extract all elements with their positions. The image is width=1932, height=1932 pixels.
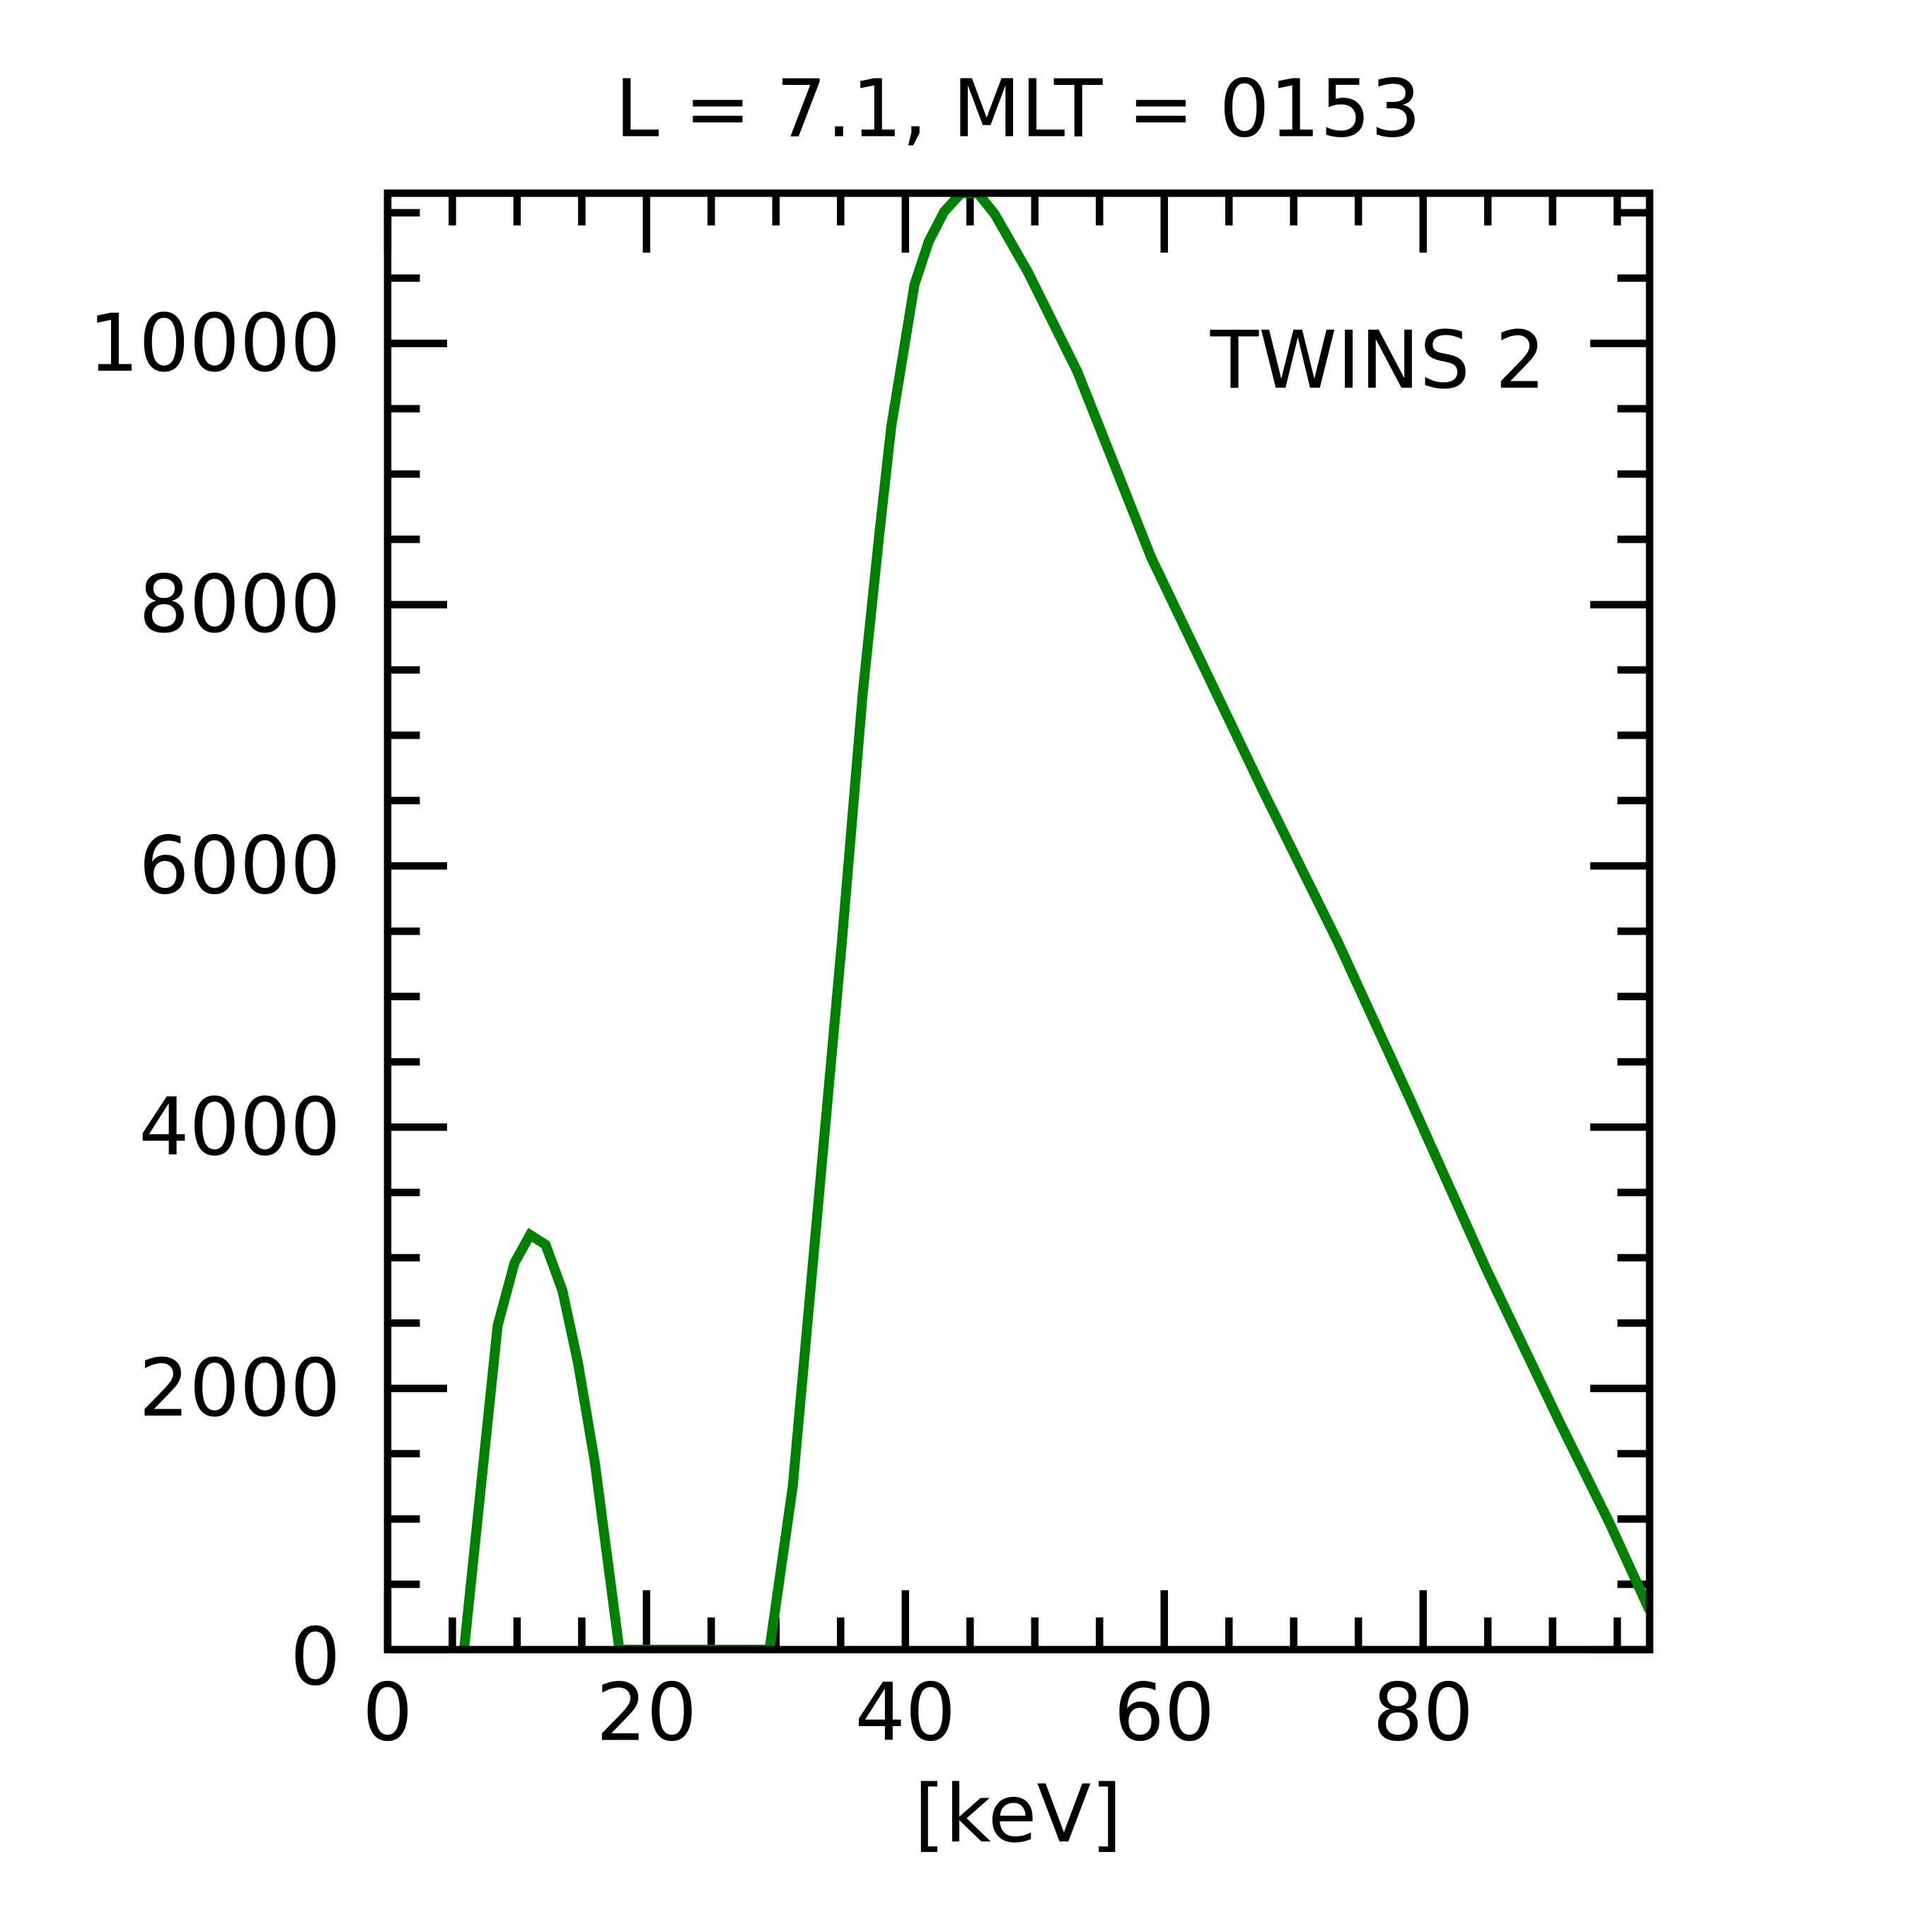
y-tick-label: 0 [290, 1612, 340, 1703]
x-tick-label: 40 [855, 1667, 956, 1759]
axis-ticks [383, 193, 1650, 1654]
x-axis-label: [keV] [914, 1769, 1122, 1861]
tick-labels: 0 20 40 60 80 0 2000 4000 6000 8000 10000 [88, 298, 1474, 1759]
x-tick-label: 60 [1113, 1667, 1215, 1759]
x-tick-label: 0 [362, 1667, 412, 1759]
legend-entry-twins-2: TWINS 2 [1210, 315, 1546, 407]
x-tick-label: 20 [596, 1667, 698, 1759]
y-tick-label: 2000 [139, 1343, 340, 1435]
y-tick-label: 8000 [139, 559, 340, 651]
x-tick-label: 80 [1372, 1667, 1474, 1759]
y-tick-label: 4000 [139, 1082, 340, 1174]
plot-frame [383, 189, 1654, 1654]
series-line-twins-2 [458, 193, 1650, 1650]
y-tick-label: 10000 [88, 298, 340, 390]
chart-title: L = 7.1, MLT = 0153 [615, 64, 1421, 156]
y-tick-label: 6000 [139, 821, 340, 913]
